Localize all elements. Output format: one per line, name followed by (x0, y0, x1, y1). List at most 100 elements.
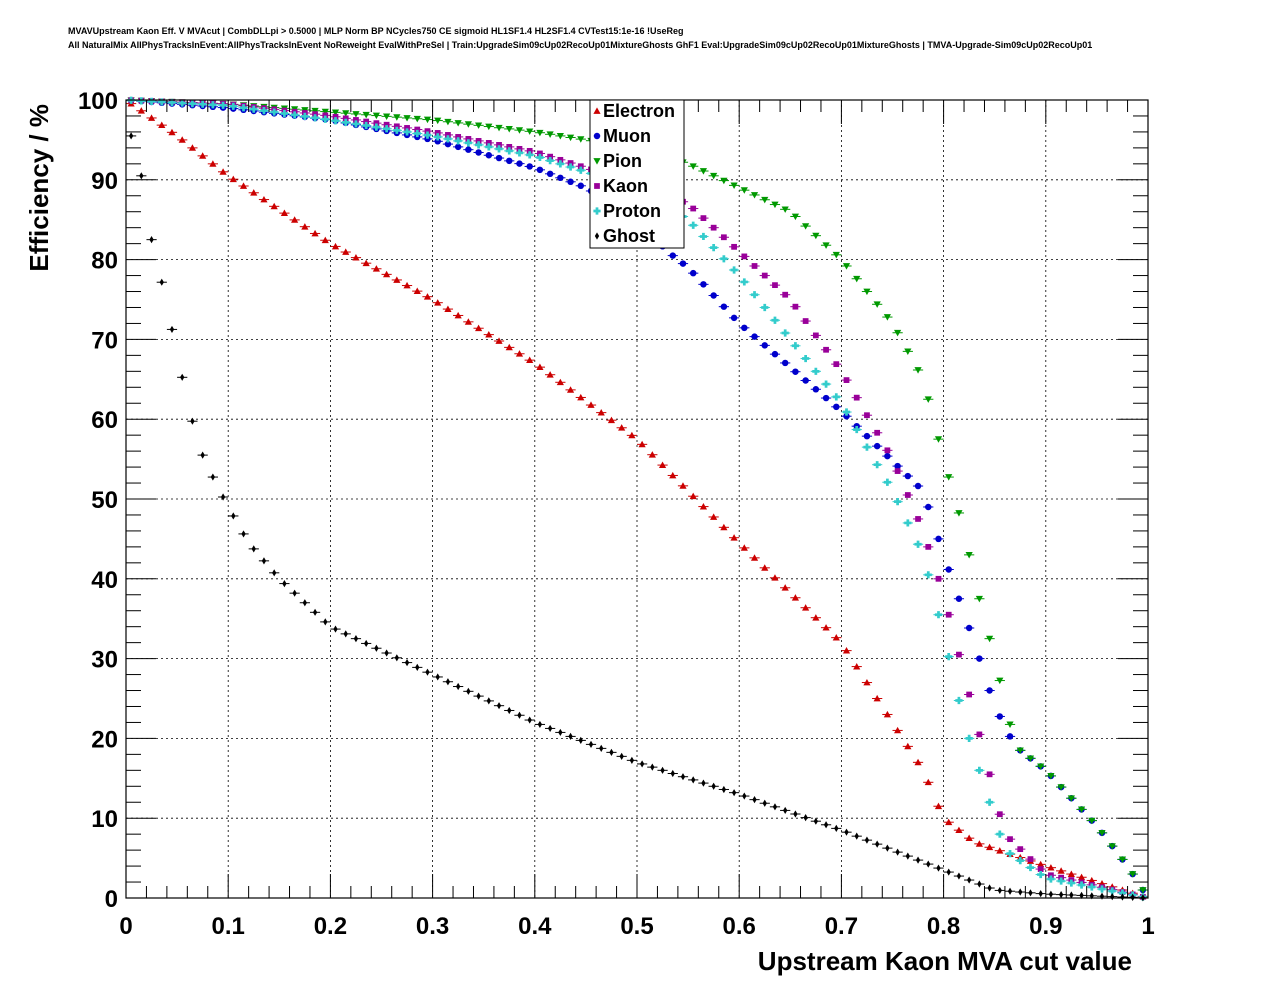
data-point (260, 195, 268, 203)
data-point (955, 696, 963, 705)
data-point (1079, 891, 1084, 900)
data-point (812, 386, 820, 393)
data-point (689, 163, 697, 170)
data-point (496, 702, 502, 710)
x-tick-label: 0.2 (314, 913, 347, 940)
data-point (812, 367, 820, 375)
data-point (158, 121, 166, 129)
data-point (547, 724, 553, 733)
data-point (751, 263, 758, 269)
x-tick-label: 1 (1141, 913, 1154, 940)
data-point (434, 130, 441, 136)
data-point (873, 461, 881, 469)
data-point (1017, 846, 1024, 853)
data-point (761, 303, 769, 312)
data-point (220, 493, 226, 501)
data-point (434, 138, 441, 145)
data-point (333, 625, 338, 633)
data-point (547, 153, 554, 160)
data-point (679, 260, 687, 267)
data-point (566, 134, 575, 142)
data-point (219, 168, 227, 175)
data-point (1047, 864, 1055, 871)
data-point (323, 618, 328, 626)
data-point (1088, 883, 1096, 891)
series-electron (126, 99, 1148, 900)
data-point (934, 611, 943, 619)
data-point (434, 133, 442, 141)
legend: Electron Muon Pion Kaon Proton Ghost (589, 99, 685, 249)
data-point (200, 451, 205, 459)
data-point (168, 128, 176, 136)
data-point (730, 314, 738, 322)
data-point (832, 393, 840, 401)
data-point (945, 818, 953, 826)
data-point (781, 359, 789, 367)
data-point (731, 789, 737, 797)
x-tick-label: 0.1 (212, 913, 245, 940)
data-point (721, 785, 727, 794)
data-point (147, 114, 156, 121)
data-point (741, 324, 748, 332)
data-point (394, 654, 399, 662)
data-point (302, 599, 308, 607)
data-point (711, 782, 716, 790)
data-point (1108, 843, 1116, 850)
data-point (701, 779, 706, 787)
y-tick-label: 80 (91, 248, 118, 275)
data-point (158, 98, 166, 106)
data-point (689, 221, 697, 229)
data-point (556, 378, 564, 386)
data-point (619, 752, 624, 760)
y-tick-label: 10 (91, 806, 118, 833)
data-point (1129, 871, 1137, 878)
series-ghost (126, 132, 1148, 902)
data-point (1098, 829, 1106, 837)
data-point (740, 187, 748, 194)
data-point (434, 299, 442, 306)
data-point (966, 876, 972, 884)
data-point (915, 856, 921, 864)
data-point (609, 748, 614, 756)
data-point (873, 301, 881, 308)
y-tick-labels: 0 10 20 30 40 50 60 70 80 90 100 (78, 88, 118, 913)
chart-title-line-1: MVAVUpstream Kaon Eff. V MVAcut | CombDL… (68, 26, 684, 36)
data-point (639, 760, 645, 768)
data-point (373, 120, 380, 127)
data-point (905, 852, 910, 860)
legend-box (589, 99, 685, 249)
data-point (894, 329, 902, 337)
data-point (843, 412, 850, 420)
data-point (434, 117, 442, 125)
data-point (750, 554, 759, 561)
data-point (516, 145, 523, 152)
data-point (965, 734, 973, 742)
data-point (1027, 856, 1034, 862)
data-point (730, 534, 738, 541)
data-point (506, 157, 513, 165)
legend-marker-electron (593, 107, 601, 114)
y-tick-label: 40 (91, 567, 118, 594)
data-point (742, 792, 747, 800)
data-point (1047, 875, 1055, 883)
data-point (292, 589, 297, 597)
data-point (802, 604, 810, 611)
data-point (352, 254, 360, 261)
data-point (823, 821, 829, 829)
data-point (731, 243, 737, 250)
data-point (372, 123, 380, 131)
data-point (792, 368, 799, 375)
data-point (1077, 881, 1086, 889)
data-point (1067, 870, 1075, 877)
data-point (607, 416, 616, 424)
data-point (853, 662, 861, 670)
data-point (792, 303, 799, 310)
data-point (1028, 889, 1033, 897)
data-point (301, 112, 309, 120)
data-point (740, 278, 748, 286)
data-point (1067, 795, 1075, 802)
data-point (413, 129, 421, 138)
data-point (842, 408, 851, 416)
data-point (536, 166, 544, 174)
